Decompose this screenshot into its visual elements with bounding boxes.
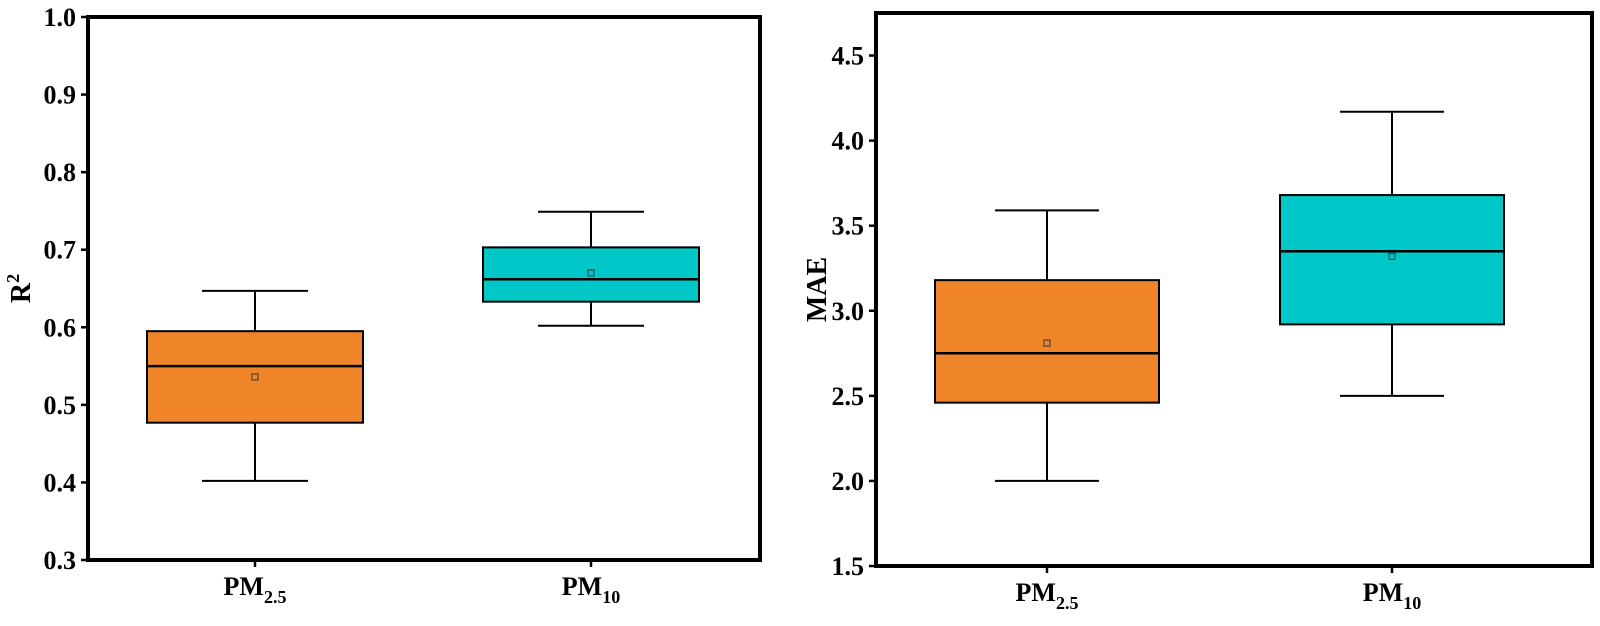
box-2 [1279,110,1505,397]
y-tick-label: 2.0 [832,467,865,496]
x-tick-label-subscript: 10 [602,587,620,607]
iqr-box [934,279,1160,404]
mean-marker [587,269,595,277]
x-tick-label-base: PM [562,572,602,601]
iqr-box [1279,194,1505,326]
y-tick-label: 2.5 [832,382,865,411]
x-tick-label: PM10 [562,572,620,607]
mean-marker [251,373,259,381]
mean-marker [1388,252,1396,260]
x-tick-label: PM10 [1363,578,1421,613]
box-2 [482,210,700,327]
x-tick-label-subscript: 10 [1403,593,1421,613]
y-axis-label-text: R [6,282,37,303]
y-axis-label-superscript: 2 [3,274,23,283]
y-tick-label: 4.5 [832,42,865,71]
y-tick-label: 0.6 [44,313,77,342]
iqr-box [146,330,364,424]
y-tick-label: 3.0 [832,297,865,326]
x-tick-label-base: PM [1016,578,1056,607]
y-tick-label: 4.0 [832,127,865,156]
box-1 [146,289,364,482]
x-tick-label: PM2.5 [1016,578,1079,613]
x-tick-label-base: PM [224,572,264,601]
x-tick-label-base: PM [1363,578,1403,607]
x-tick-label-subscript: 2.5 [1056,593,1079,613]
y-tick-label: 0.4 [44,468,77,497]
y-tick-label: 0.9 [44,81,77,110]
x-tick-label: PM2.5 [224,572,287,607]
y-axis-label: MAE [802,257,833,322]
y-tick-label: 3.5 [832,212,865,241]
iqr-box [482,246,700,303]
y-tick-label: 0.3 [44,546,77,575]
y-tick-label: 1.0 [44,3,77,32]
y-axis-label: R2 [3,274,37,303]
box-1 [934,209,1160,482]
x-tick-label-subscript: 2.5 [264,587,287,607]
y-tick-label: 0.5 [44,391,77,420]
plot-frame [86,15,762,562]
y-axis-label-text: MAE [802,257,833,322]
y-tick-label: 0.7 [44,236,77,265]
plot-frame [874,11,1594,568]
mean-marker [1043,339,1051,347]
y-tick-label: 0.8 [44,158,77,187]
y-tick-label: 1.5 [832,552,865,581]
